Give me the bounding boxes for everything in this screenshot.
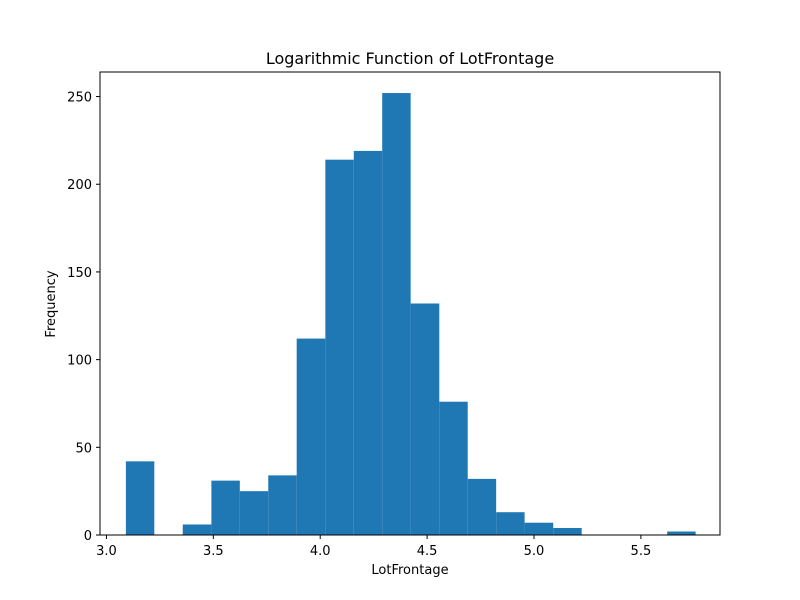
chart-title: Logarithmic Function of LotFrontage [266,49,554,68]
histogram-bar [239,491,269,535]
x-axis-label: LotFrontage [371,563,448,578]
y-axis-ticks: 0 50 100 150 200 250 [67,91,100,544]
histogram-bar [268,475,297,535]
histogram-bar [296,338,326,535]
y-tick-label: 50 [75,441,92,456]
y-tick-label: 150 [67,266,92,281]
y-tick-label: 200 [67,178,92,193]
histogram-bar [182,524,212,535]
histogram-bar [524,522,554,535]
x-tick-label: 3.5 [203,544,224,559]
bars-group [125,93,696,535]
histogram-bar [496,512,525,535]
y-axis-label: Frequency [44,270,59,337]
histogram-bar [410,303,440,535]
y-tick-label: 100 [67,354,92,369]
plot-frame [99,71,721,536]
x-tick-label: 5.5 [631,544,652,559]
histogram-bar [211,480,240,535]
x-tick-label: 4.0 [310,544,331,559]
histogram-bar [439,401,468,535]
x-axis-ticks: 3.0 3.5 4.0 4.5 5.0 5.5 [96,535,651,559]
x-tick-label: 5.0 [524,544,545,559]
y-tick-label: 250 [67,91,92,106]
histogram-bar [467,478,497,535]
histogram-bar [382,93,411,535]
histogram-bar [325,159,354,535]
y-tick-label: 0 [84,529,92,544]
x-tick-label: 3.0 [96,544,117,559]
histogram-bar [353,150,383,535]
histogram-bar [667,531,696,535]
histogram-bar [125,461,155,535]
histogram-bar [553,527,582,535]
x-tick-label: 4.5 [417,544,438,559]
